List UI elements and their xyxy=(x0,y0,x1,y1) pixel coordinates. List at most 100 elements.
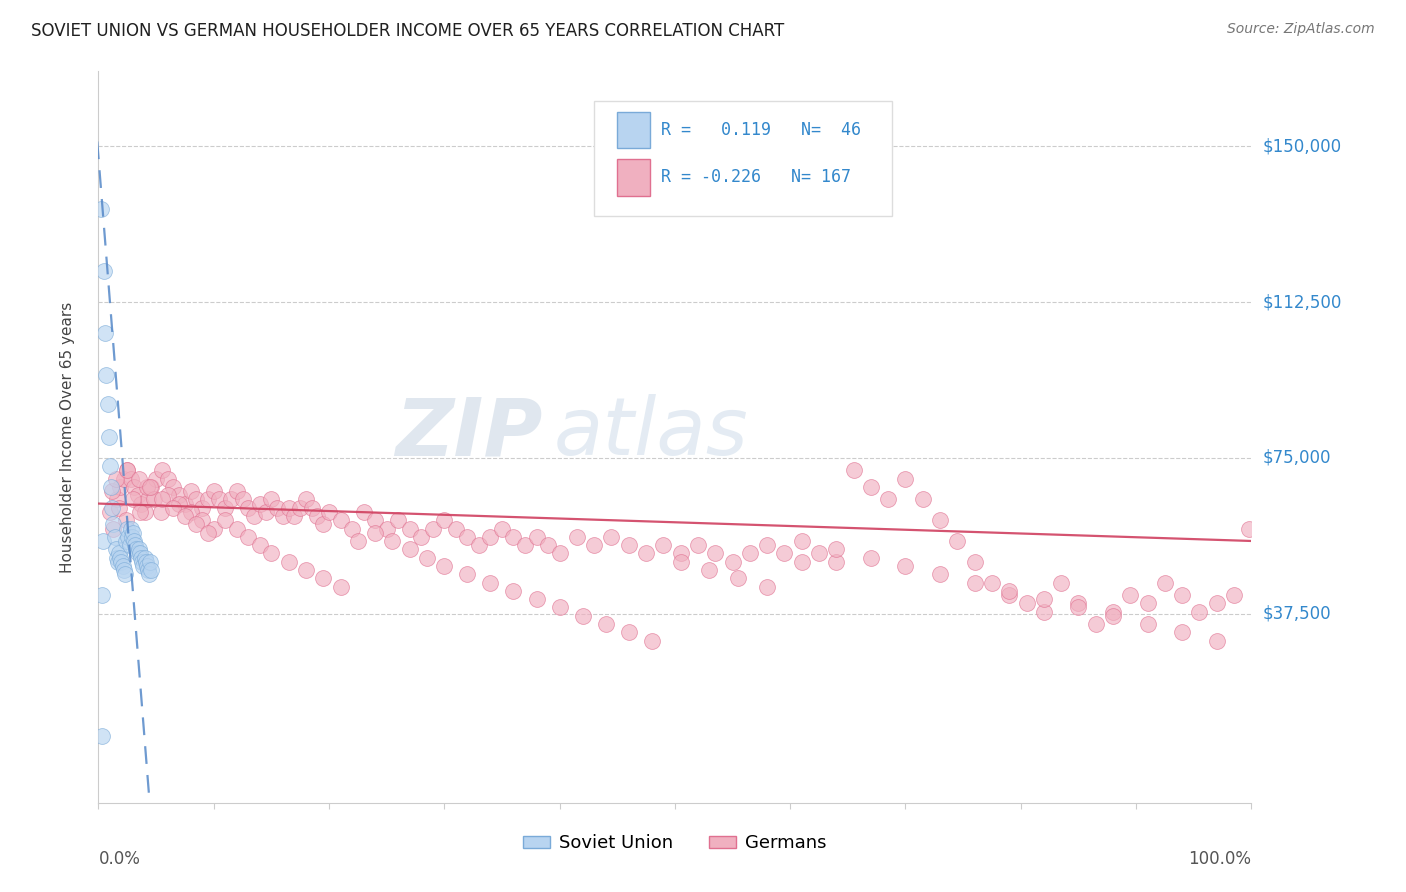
Point xyxy=(249,497,271,511)
Point xyxy=(117,521,139,535)
Point xyxy=(135,480,157,494)
Point xyxy=(456,530,478,544)
Point xyxy=(295,563,318,577)
Point xyxy=(963,555,986,569)
Point xyxy=(112,472,135,486)
Point xyxy=(197,525,219,540)
Point xyxy=(90,729,112,743)
Point xyxy=(387,513,409,527)
Point xyxy=(128,472,150,486)
Point xyxy=(842,463,865,477)
Point xyxy=(1067,600,1090,615)
Point xyxy=(859,480,882,494)
Point xyxy=(129,497,152,511)
Point xyxy=(114,567,136,582)
Point xyxy=(115,533,138,548)
Point xyxy=(502,583,524,598)
Point xyxy=(1050,575,1073,590)
Point xyxy=(537,538,560,552)
Point xyxy=(433,513,456,527)
Text: 100.0%: 100.0% xyxy=(1188,850,1251,868)
Point xyxy=(108,546,131,560)
Point xyxy=(652,538,675,552)
Point xyxy=(238,500,260,515)
Point xyxy=(416,550,439,565)
Point xyxy=(1205,633,1227,648)
Point xyxy=(1237,521,1260,535)
Point xyxy=(329,513,352,527)
Point xyxy=(108,500,131,515)
Text: R = -0.226   N= 167: R = -0.226 N= 167 xyxy=(661,169,851,186)
Point xyxy=(100,480,122,494)
Point xyxy=(103,521,125,535)
Point xyxy=(115,513,138,527)
Point xyxy=(135,558,157,573)
Point xyxy=(110,555,132,569)
Point xyxy=(364,513,387,527)
Point xyxy=(513,538,536,552)
Point xyxy=(756,580,779,594)
Text: $112,500: $112,500 xyxy=(1263,293,1341,311)
Point xyxy=(704,546,727,560)
Point xyxy=(669,546,692,560)
Point xyxy=(617,625,640,640)
Point xyxy=(583,538,606,552)
Point xyxy=(859,550,882,565)
Point xyxy=(112,563,135,577)
Point xyxy=(202,484,225,499)
Point xyxy=(122,525,145,540)
Point xyxy=(118,538,141,552)
Point xyxy=(111,558,134,573)
Point xyxy=(117,463,139,477)
Text: ZIP: ZIP xyxy=(395,394,543,473)
Point xyxy=(600,530,623,544)
Point xyxy=(364,525,387,540)
Point xyxy=(260,546,283,560)
Point xyxy=(141,480,163,494)
Point xyxy=(132,558,155,573)
Point xyxy=(238,530,260,544)
Point xyxy=(122,533,145,548)
Point xyxy=(90,202,112,216)
Point xyxy=(526,530,548,544)
Point xyxy=(1032,605,1054,619)
Point xyxy=(134,505,156,519)
Point xyxy=(641,633,664,648)
Point xyxy=(136,563,159,577)
Point xyxy=(107,555,129,569)
Point xyxy=(738,546,761,560)
Point xyxy=(329,580,352,594)
Point xyxy=(139,480,162,494)
Point xyxy=(186,517,208,532)
Point xyxy=(699,563,721,577)
Point xyxy=(120,472,142,486)
Point xyxy=(312,517,335,532)
Point xyxy=(1223,588,1246,602)
Point xyxy=(998,588,1021,602)
Point xyxy=(773,546,796,560)
Point xyxy=(721,555,744,569)
Point xyxy=(150,492,173,507)
Point xyxy=(756,538,779,552)
Point xyxy=(548,600,571,615)
Point xyxy=(1067,596,1090,610)
Point xyxy=(122,492,145,507)
Point xyxy=(225,521,247,535)
Point xyxy=(208,492,231,507)
Point xyxy=(963,575,986,590)
Point xyxy=(911,492,934,507)
Point xyxy=(105,550,128,565)
Point xyxy=(127,546,149,560)
Point xyxy=(90,588,112,602)
Point xyxy=(1171,625,1194,640)
FancyBboxPatch shape xyxy=(617,112,650,148)
Point xyxy=(825,555,848,569)
Point xyxy=(433,558,456,573)
Point xyxy=(110,550,132,565)
Point xyxy=(156,488,179,502)
Point xyxy=(136,492,159,507)
Point xyxy=(411,530,433,544)
Point xyxy=(1102,605,1125,619)
Point xyxy=(1171,588,1194,602)
Point xyxy=(202,521,225,535)
